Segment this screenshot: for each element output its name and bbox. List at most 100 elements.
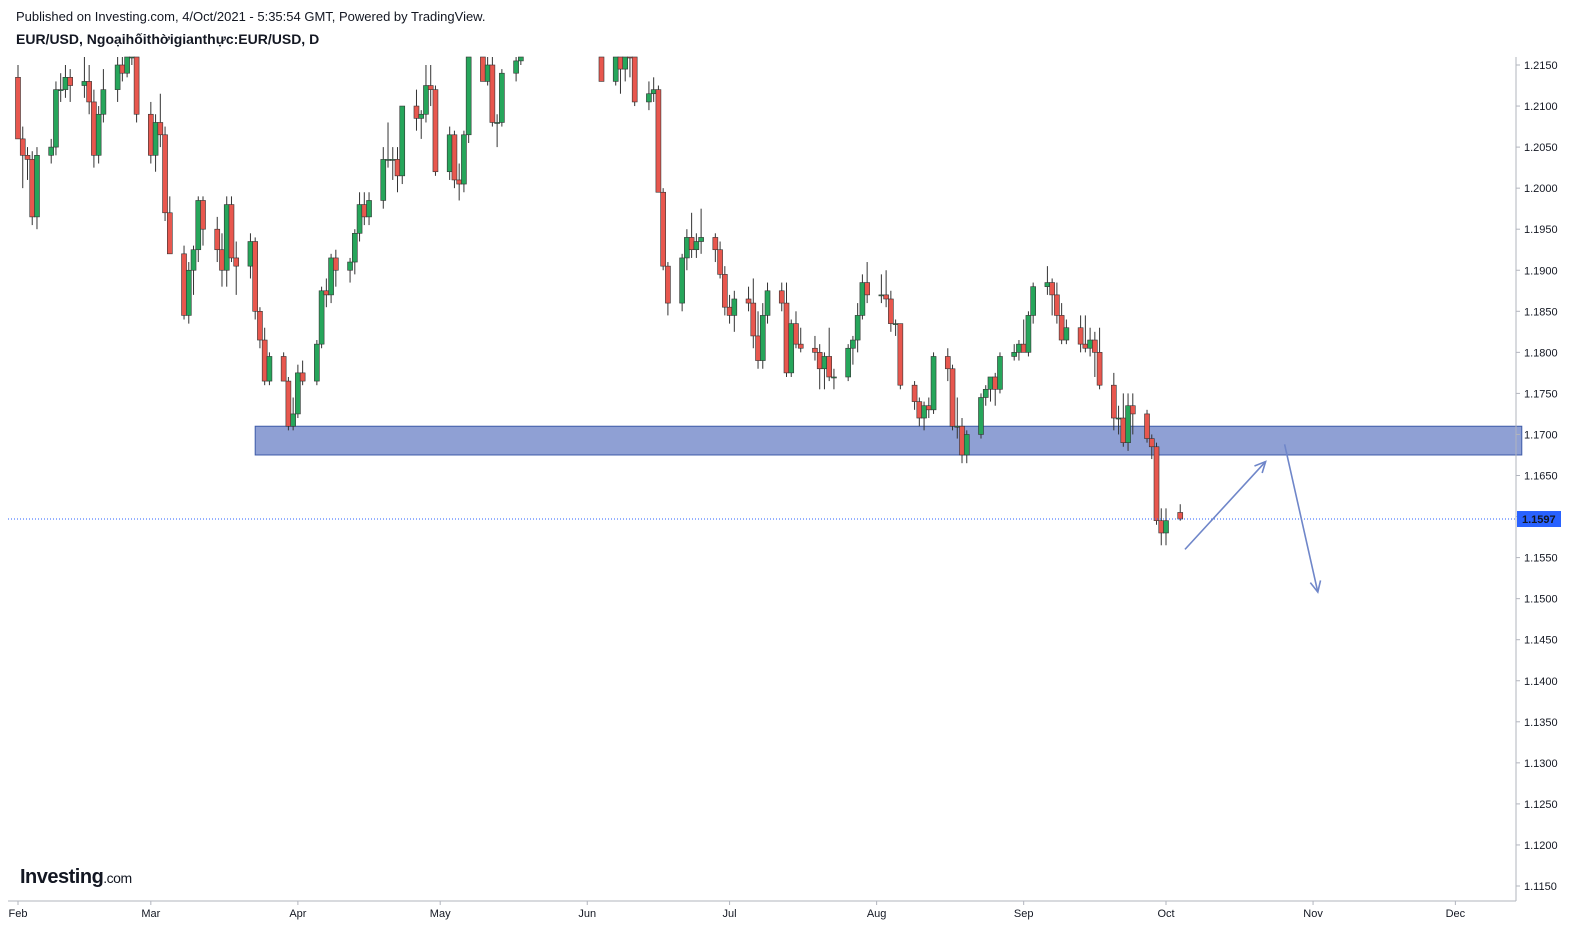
candle-body [167,212,173,255]
candle [91,89,97,168]
y-tick-label: 1.2050 [1524,142,1558,154]
candle [831,368,837,390]
symbol-title: EUR/USD, Ngoạihốithờigianthực:EUR/USD, D [16,31,320,47]
candle-body [888,298,894,324]
candle [892,319,899,336]
candle-body [712,237,719,251]
candle-body [1087,339,1093,349]
candle [745,286,752,312]
candle-body [247,241,254,267]
candle [997,352,1003,394]
candle [266,352,273,386]
candle-body [949,368,956,427]
candle-body [513,60,519,74]
candle [15,65,21,140]
candle-body [778,290,785,304]
candle-body [850,339,856,349]
candle [114,57,121,102]
candle [223,196,230,287]
investing-logo: Investing.com [20,866,132,889]
candle-body [295,372,301,415]
y-tick-label: 1.1700 [1524,429,1558,441]
candle [1020,319,1027,353]
candle-body [731,298,738,316]
candle-body [119,64,126,74]
candle-body [356,204,363,234]
candle [195,196,202,263]
candle-body [15,77,21,140]
candle [878,274,885,304]
candle [1096,327,1103,390]
y-tick-label: 1.1150 [1524,881,1557,893]
candle [1058,303,1065,345]
candle [859,274,866,320]
candle [627,56,633,78]
last-price-label: 1.1597 [1522,514,1556,526]
candle [1120,393,1127,447]
last-price-badge [1517,511,1561,528]
candle-body [963,434,970,456]
candle-body [1082,343,1089,349]
candle-body [181,253,187,316]
candle [982,385,989,406]
candle-body [214,228,221,251]
candle-body [352,233,358,263]
candle-body [290,413,296,427]
candle-body [266,356,273,382]
x-axis: Feb Mar Apr May Jun Jul Aug Sep Oct Nov Dec [8,900,1516,920]
candle [328,253,334,304]
candle [323,278,330,308]
candle [688,212,695,258]
candle [693,233,700,258]
candle [646,81,652,111]
candle-body [944,356,951,370]
candle [816,344,823,390]
candle-body [19,138,26,156]
candle [1177,504,1184,521]
candle-body [1111,384,1117,419]
candle [57,73,64,102]
candle [622,56,629,82]
candle-body [157,122,164,136]
logo-suffix: .com [103,870,132,886]
candle-body [826,356,832,378]
candle-body [921,405,927,419]
y-tick-label: 1.1300 [1524,758,1558,770]
candle-body [997,356,1003,390]
candle [1092,331,1098,377]
candle [24,147,31,180]
candle-body [328,257,334,296]
candle [1063,319,1070,345]
candle [722,266,728,316]
candle-body [347,261,353,271]
y-axis: 1.2150 1.2100 1.2050 1.2000 1.1950 1.1900 1.18… [1515,57,1561,901]
candle [921,401,927,431]
candle [361,192,368,226]
arrows [8,444,1516,594]
candle-body [333,257,339,271]
candle-body [821,356,828,370]
candle [518,56,524,65]
candle-body [612,56,619,82]
candle [963,430,970,464]
arrow-down-head [1309,580,1322,594]
y-tick-label: 1.2000 [1524,183,1558,195]
candle [219,233,225,287]
candle [494,114,500,148]
candle-body [446,134,453,173]
candle [660,188,666,271]
candle-body [845,347,851,378]
candle [427,65,434,107]
candle-body [152,122,159,156]
candle [1044,266,1051,295]
candle [290,397,296,431]
candle [214,216,221,263]
candle-body [129,56,135,59]
candle-body [57,89,64,91]
candle [1148,434,1155,460]
candle-body [797,343,804,349]
candle [499,69,505,127]
candle [797,327,804,353]
candle [755,311,761,369]
